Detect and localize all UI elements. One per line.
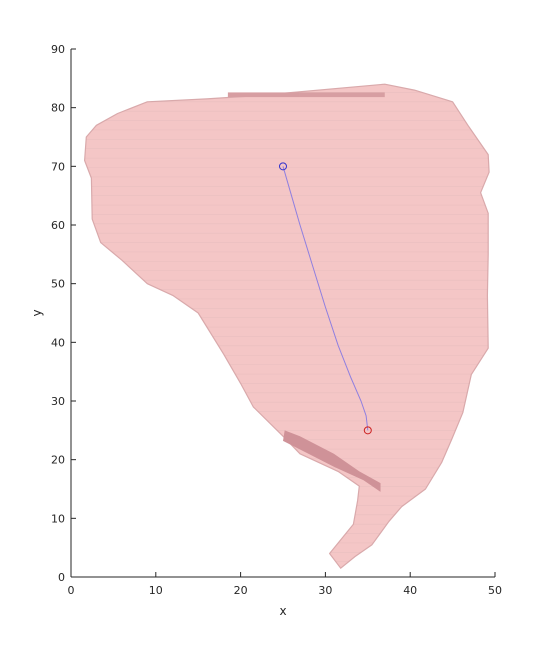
x-tick: 20 bbox=[234, 572, 248, 597]
region-dark-patch bbox=[299, 92, 385, 98]
y-tick: 30 bbox=[51, 395, 76, 408]
y-tick-label: 90 bbox=[51, 43, 65, 56]
y-tick-label: 30 bbox=[51, 395, 65, 408]
y-tick-label: 70 bbox=[51, 160, 65, 173]
y-tick-label: 50 bbox=[51, 278, 65, 291]
start-point-marker bbox=[279, 162, 287, 171]
x-tick-label: 10 bbox=[149, 584, 163, 597]
y-tick: 50 bbox=[51, 278, 76, 291]
y-tick: 60 bbox=[51, 219, 76, 232]
y-axis-label: y bbox=[30, 309, 44, 316]
y-tick-label: 20 bbox=[51, 454, 65, 467]
path-line bbox=[282, 166, 369, 431]
y-tick: 40 bbox=[51, 336, 76, 349]
end-point-marker bbox=[363, 426, 372, 435]
y-tick-label: 40 bbox=[51, 336, 65, 349]
region-shape bbox=[83, 83, 490, 569]
region-dark-patch bbox=[227, 92, 300, 98]
region-layer bbox=[83, 83, 490, 569]
x-tick-label: 30 bbox=[318, 584, 332, 597]
axes-layer: 0 10 20 30 40 50 0 10 20 30 40 50 60 70 80 90 bbox=[51, 43, 502, 597]
x-tick: 0 bbox=[68, 572, 75, 597]
y-tick-label: 10 bbox=[51, 512, 65, 525]
y-tick: 70 bbox=[51, 160, 76, 173]
x-tick-label: 50 bbox=[488, 584, 502, 597]
x-tick: 50 bbox=[488, 572, 502, 597]
x-tick: 30 bbox=[318, 572, 332, 597]
y-tick: 80 bbox=[51, 102, 76, 115]
x-tick-label: 0 bbox=[68, 584, 75, 597]
x-tick-label: 40 bbox=[403, 584, 417, 597]
y-tick: 10 bbox=[51, 512, 76, 525]
x-tick-label: 20 bbox=[234, 584, 248, 597]
x-axis-label: x bbox=[279, 604, 286, 618]
region-dark-patch bbox=[283, 430, 381, 492]
path-layer bbox=[279, 162, 372, 435]
y-tick-label: 60 bbox=[51, 219, 65, 232]
y-tick-label: 80 bbox=[51, 102, 65, 115]
y-tick: 0 bbox=[58, 571, 76, 584]
y-tick: 90 bbox=[51, 43, 76, 56]
y-tick: 20 bbox=[51, 454, 76, 467]
x-tick: 40 bbox=[403, 572, 417, 597]
x-tick: 10 bbox=[149, 572, 163, 597]
y-tick-label: 0 bbox=[58, 571, 65, 584]
